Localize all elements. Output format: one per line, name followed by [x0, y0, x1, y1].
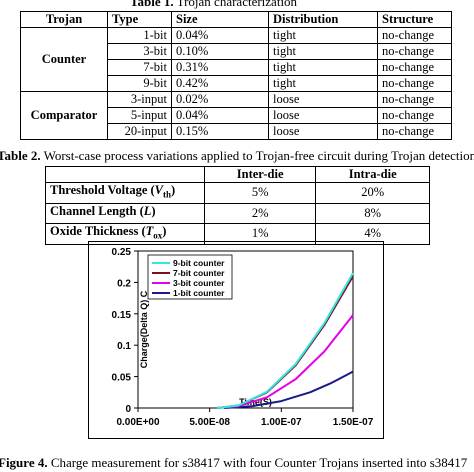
table2-header-intra: Intra-die: [315, 166, 430, 183]
table2-row: Channel Length (L) 2% 8%: [45, 202, 430, 224]
table1-cell-distribution: loose: [268, 107, 378, 124]
legend-label: 1-bit counter: [173, 288, 225, 298]
table1-cell-size: 0.02%: [171, 91, 269, 108]
figure-frame: [88, 241, 384, 439]
table2-caption-text: Worst-case process variations applied to…: [40, 148, 474, 163]
table2-caption-label: Table 2.: [0, 148, 41, 163]
table1-cell-size: 0.15%: [171, 123, 269, 140]
table1-cell-type: 7-bit: [107, 59, 172, 76]
y-tick-label: 0.1: [117, 341, 131, 352]
y-tick-label: 0.25: [112, 247, 132, 258]
table1-header-type: Type: [107, 11, 172, 28]
table1-cell-structure: no-change: [377, 123, 452, 140]
table1-cell-distribution: tight: [268, 59, 378, 76]
table1-cell-type: 1-bit: [107, 27, 172, 44]
table1-group-label: Comparator: [20, 91, 108, 140]
table1-cell-size: 0.42%: [171, 75, 269, 92]
series-line: [216, 272, 354, 409]
y-tick-label: 0.15: [112, 310, 132, 321]
table1-row: 9-bit 0.42% tight no-change: [21, 75, 452, 92]
legend-label: 9-bit counter: [173, 258, 225, 268]
table1-cell-distribution: tight: [268, 75, 378, 92]
table1-cell-distribution: tight: [268, 27, 378, 44]
table2-row-label: Threshold Voltage (Vth): [45, 182, 205, 204]
table1-cell-structure: no-change: [377, 59, 452, 76]
table1-caption-text: Trojan characterization: [173, 0, 298, 9]
table1-cell-structure: no-change: [377, 27, 452, 44]
table1-cell-size: 0.10%: [171, 43, 269, 60]
table2-cell-inter: 5%: [203, 182, 317, 204]
table1-caption-label: Table 1.: [130, 0, 174, 9]
table2-header-row: Inter-die Intra-die: [45, 166, 430, 183]
y-tick-label: 0.05: [112, 373, 132, 384]
y-axis-title: Charge(Delta Q) C: [139, 290, 149, 368]
table1-cell-distribution: loose: [268, 91, 378, 108]
process-variations-table: Inter-die Intra-die Threshold Voltage (V…: [45, 166, 430, 245]
trojan-characterization-table: Trojan Type Size Distribution Structure …: [20, 11, 452, 140]
table2-caption: Table 2. Worst-case process variations a…: [0, 149, 474, 163]
table1-cell-distribution: loose: [268, 123, 378, 140]
table2-label-tail: ): [162, 224, 167, 238]
x-tick-label: 0.00E+00: [116, 417, 160, 428]
table1-group-label: Counter: [20, 27, 108, 92]
table1-row: 5-input 0.04% loose no-change: [21, 107, 452, 124]
table2-label-sym: L: [143, 203, 152, 218]
charge-measurement-chart: 0 0.05 0.1 0.15 0.2 0.25 0.00E+00 5.00E-08 1.00E…: [112, 247, 374, 428]
table1-cell-type: 3-input: [107, 91, 172, 108]
table1-row: Comparator 3-input 0.02% loose no-change: [20, 91, 452, 140]
table1-header-size: Size: [171, 11, 269, 28]
figure4-caption-text: Charge measurement for s38417 with four …: [47, 455, 468, 470]
table1-cell-structure: no-change: [377, 107, 452, 124]
table1-header-structure: Structure: [377, 11, 452, 28]
table1-cell-size: 0.04%: [171, 27, 269, 44]
table1-row: Counter 1-bit 0.04% tight no-change: [20, 27, 452, 92]
table2-label-label: Threshold Voltage (: [50, 183, 155, 197]
table1-header-distribution: Distribution: [268, 11, 378, 28]
table1-cell-structure: no-change: [377, 91, 452, 108]
table2-label-tail: ): [151, 203, 156, 218]
x-tick-label: 5.00E-08: [189, 417, 230, 428]
table1-cell-type: 3-bit: [107, 43, 172, 60]
table2-cell-inter: 2%: [203, 202, 317, 224]
legend-label: 3-bit counter: [173, 278, 225, 288]
table1-cell-size: 0.04%: [171, 107, 269, 124]
table1-cell-type: 5-input: [107, 107, 172, 124]
table2-label-label: Oxide Thickness (: [50, 224, 146, 238]
table2-label-sub: ox: [153, 230, 163, 241]
x-tick-label: 1.50E-07: [333, 417, 374, 428]
table2-cell-intra: 20%: [315, 182, 430, 204]
x-axis-title: Time(S): [239, 397, 272, 407]
table1-caption: Table 1. Trojan characterization: [130, 0, 297, 9]
table2-row-label: Channel Length (L): [45, 202, 205, 224]
table1-cell-type: 20-input: [107, 123, 172, 140]
table2-label-sym: T: [145, 224, 154, 238]
table1-header-trojan: Trojan: [20, 11, 108, 28]
x-tick-label: 1.00E-07: [261, 417, 302, 428]
table2-row: Threshold Voltage (Vth) 5% 20%: [45, 182, 430, 204]
y-tick-label: 0: [125, 404, 131, 415]
table1-row: 20-input 0.15% loose no-change: [21, 123, 452, 140]
table1-cell-structure: no-change: [377, 43, 452, 60]
table2-cell-intra: 8%: [315, 202, 430, 224]
series-line: [223, 370, 354, 409]
table2-row: Oxide Thickness (Tox) 1% 4%: [45, 223, 430, 245]
figure4-caption: Figure 4. Charge measurement for s38417 …: [0, 456, 467, 470]
table2-label-tail: ): [171, 183, 176, 197]
table2-label-label: Channel Length (: [50, 203, 144, 218]
table1-cell-structure: no-change: [377, 75, 452, 92]
table2-cell-inter: 1%: [203, 223, 317, 245]
legend-label: 7-bit counter: [173, 268, 225, 278]
table2-label-sym: V: [154, 183, 163, 197]
y-tick-label: 0.2: [117, 278, 131, 289]
table1-cell-type: 9-bit: [107, 75, 172, 92]
figure4-caption-label: Figure 4.: [0, 455, 48, 470]
table2-row-label: Oxide Thickness (Tox): [45, 223, 205, 245]
table2-header-inter: Inter-die: [203, 166, 317, 183]
table2-header-blank: [45, 166, 205, 183]
table1-cell-size: 0.31%: [171, 59, 269, 76]
table2-cell-intra: 4%: [315, 223, 430, 245]
table1-cell-distribution: tight: [268, 43, 378, 60]
table2-label-sub: th: [163, 189, 172, 200]
table1-header-row: Trojan Type Size Distribution Structure: [20, 11, 452, 28]
